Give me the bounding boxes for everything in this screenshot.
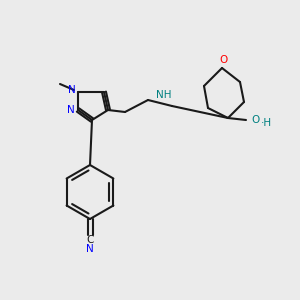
Text: ·H: ·H bbox=[260, 118, 272, 128]
Text: C: C bbox=[86, 235, 94, 245]
Text: N: N bbox=[86, 244, 94, 254]
Text: O: O bbox=[252, 115, 260, 125]
Text: N: N bbox=[68, 85, 76, 95]
Text: NH: NH bbox=[156, 90, 172, 100]
Text: N: N bbox=[67, 105, 75, 115]
Text: O: O bbox=[220, 55, 228, 65]
